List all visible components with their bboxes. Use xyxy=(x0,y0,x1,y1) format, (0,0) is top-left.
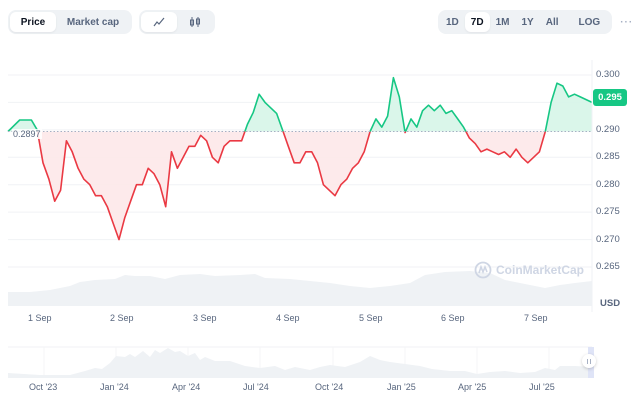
log-scale-button[interactable]: LOG xyxy=(578,16,601,28)
watermark-text: CoinMarketCap xyxy=(496,263,585,277)
volume-area xyxy=(8,271,592,306)
x-tick-label: 1 Sep xyxy=(28,313,52,323)
range-1d[interactable]: 1D xyxy=(446,16,459,28)
range-all[interactable]: All xyxy=(545,16,559,28)
x-tick-label: 2 Sep xyxy=(110,313,134,323)
coinmarketcap-watermark: CoinMarketCap xyxy=(474,261,584,279)
line-chart-icon xyxy=(153,17,165,27)
y-tick-label: 0.285 xyxy=(596,151,620,163)
navigator-tick-label: Jul '24 xyxy=(243,382,269,392)
navigator-tick-label: Jul '25 xyxy=(529,382,555,392)
candlestick-icon xyxy=(190,17,200,27)
x-tick-label: 4 Sep xyxy=(276,313,300,323)
y-tick-label: 0.280 xyxy=(596,178,620,190)
baseline-price-label: 0.2897 xyxy=(12,129,42,139)
y-tick-label: 0.275 xyxy=(596,206,620,218)
x-tick-label: 5 Sep xyxy=(359,313,383,323)
range-1m[interactable]: 1M xyxy=(495,16,510,28)
y-tick-label: 0.270 xyxy=(596,233,620,245)
navigator-tick-label: Apr '25 xyxy=(458,382,487,392)
currency-label: USD xyxy=(600,298,621,309)
coinmarketcap-logo-icon xyxy=(474,261,492,279)
y-tick-label: 0.290 xyxy=(596,123,620,135)
navigator-tick-label: Apr '24 xyxy=(172,382,201,392)
x-tick-label: 6 Sep xyxy=(441,313,465,323)
time-range-selector: 1D 7D 1M 1Y All LOG ··· xyxy=(438,10,632,34)
price-line xyxy=(7,76,593,241)
more-options-button[interactable]: ··· xyxy=(620,16,634,28)
chart-type-toggle xyxy=(139,10,215,34)
line-chart-button[interactable] xyxy=(141,12,177,32)
navigator-tick-label: Jan '25 xyxy=(387,382,416,392)
y-tick-label: 0.300 xyxy=(596,69,620,80)
navigator-drag-handle[interactable] xyxy=(582,354,596,368)
chart-toolbar: Price Market cap 1D 7D 1M 1Y All LOG ··· xyxy=(8,10,632,34)
navigator-tick-label: Oct '24 xyxy=(315,382,344,392)
price-fill xyxy=(8,77,592,240)
price-marketcap-toggle: Price Market cap xyxy=(8,10,132,34)
tab-market-cap[interactable]: Market cap xyxy=(66,16,120,28)
y-tick-label: 0.265 xyxy=(596,261,620,272)
navigator-tick-label: Oct '23 xyxy=(29,382,58,392)
x-tick-label: 3 Sep xyxy=(193,313,217,323)
range-7d[interactable]: 7D xyxy=(464,12,490,32)
tab-price[interactable]: Price xyxy=(10,12,56,32)
candlestick-chart-button[interactable] xyxy=(177,12,213,32)
x-tick-label: 7 Sep xyxy=(524,313,548,323)
range-1y[interactable]: 1Y xyxy=(521,16,534,28)
navigator-tick-label: Jan '24 xyxy=(100,382,129,392)
current-price-badge: 0.295 xyxy=(593,89,627,106)
